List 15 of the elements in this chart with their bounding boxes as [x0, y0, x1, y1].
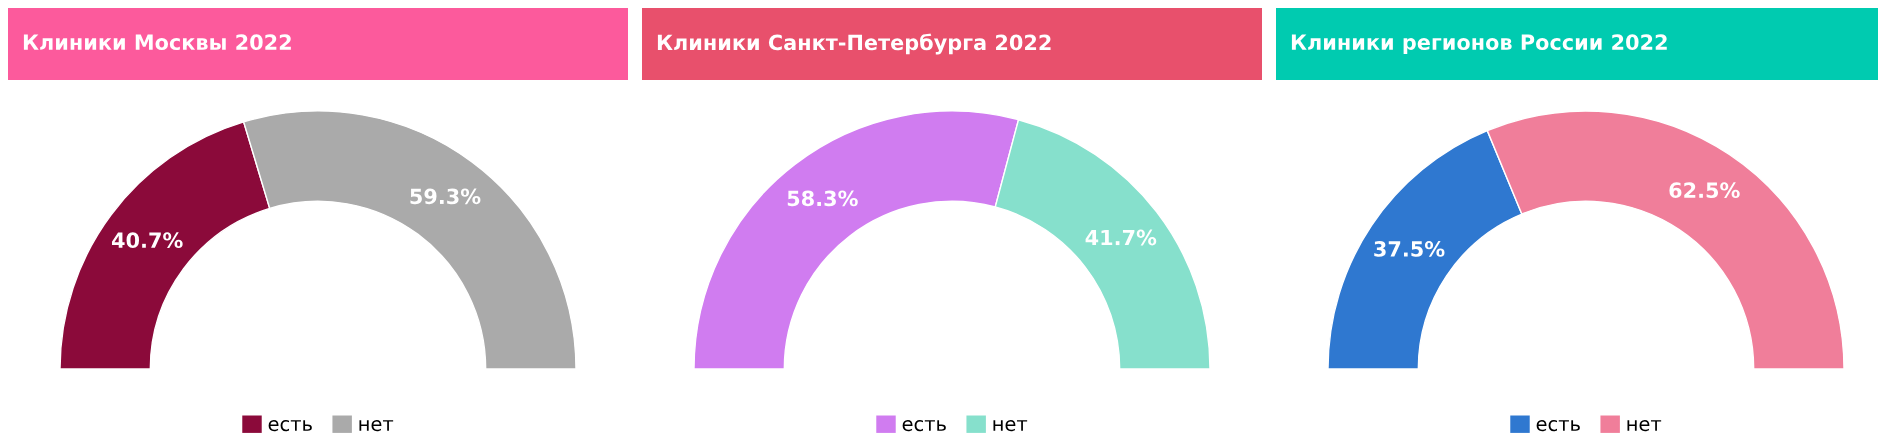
- chart-title: Клиники регионов России 2022: [1291, 34, 1667, 55]
- data-label: 62.5%: [1669, 182, 1740, 199]
- legend-label: нет: [1627, 419, 1662, 432]
- data-label: 58.3%: [787, 190, 858, 207]
- legend-label: есть: [1536, 419, 1580, 432]
- chart-title: Клиники Санкт-Петербурга 2022: [657, 33, 1051, 55]
- legend-label: есть: [268, 419, 312, 432]
- chart-title: Клиники Москвы 2022: [23, 34, 291, 51]
- data-label: 59.3%: [410, 188, 481, 205]
- legend-label: нет: [359, 419, 394, 432]
- data-label: 41.7%: [1085, 229, 1157, 246]
- data-label: 37.5%: [1374, 241, 1445, 257]
- data-label: 40.7%: [111, 232, 183, 249]
- legend-label: нет: [993, 419, 1028, 432]
- legend-label: есть: [902, 419, 946, 432]
